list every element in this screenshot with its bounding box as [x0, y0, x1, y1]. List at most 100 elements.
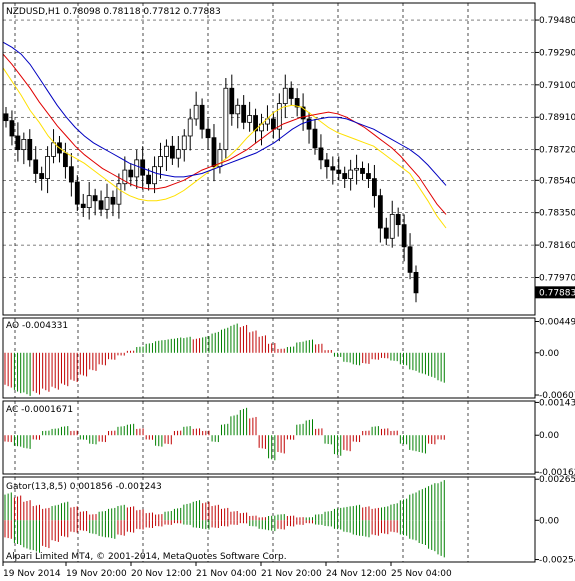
candle-body: [383, 227, 389, 239]
ac-pane[interactable]: [4, 407, 445, 461]
candle-body: [377, 195, 383, 229]
gator-tick-0: 0.002656: [539, 475, 575, 485]
candle-body: [45, 156, 50, 180]
candle-body: [193, 104, 199, 120]
candle-body: [175, 149, 181, 159]
candle-body: [27, 138, 33, 161]
gator-pane[interactable]: [4, 480, 445, 558]
candle-body: [318, 147, 324, 161]
symbol-header: NZDUSD,H1 0.78098 0.78118 0.77812 0.7788…: [6, 7, 221, 17]
candle-body: [116, 183, 122, 205]
candle-body: [80, 203, 86, 208]
candle-body: [336, 169, 342, 174]
ac-tick-0: 0.001438: [539, 398, 575, 408]
price-tick-6: 0.78350: [539, 209, 575, 219]
current-price-label: 0.77883: [539, 288, 575, 298]
candle-body: [282, 87, 288, 104]
candle-body: [146, 174, 152, 185]
price-tick-4: 0.78720: [539, 146, 575, 156]
price-tick-1: 0.79290: [539, 48, 575, 58]
price-tick-8: 0.77970: [539, 273, 575, 283]
candle-body: [68, 166, 74, 183]
candle-body: [306, 118, 312, 130]
candle-body: [330, 166, 336, 171]
gator-title: Gator(13,8,5) 0.001856 -0.001243: [6, 482, 162, 492]
candle-body: [152, 166, 157, 185]
price-tick-0: 0.79480: [539, 16, 575, 26]
candle-body: [21, 138, 27, 151]
candle-body: [372, 178, 377, 197]
ma-line-2: [2, 41, 447, 186]
candle-body: [3, 113, 9, 122]
candle-body: [366, 173, 371, 180]
candle-body: [247, 115, 253, 123]
gator-tick-1: 0.00: [539, 516, 559, 526]
candle-body: [181, 135, 187, 151]
candle-body: [395, 214, 401, 226]
time-tick-6: 25 Nov 04:00: [391, 569, 452, 579]
ao-frame: [2, 317, 536, 399]
time-tick-1: 19 Nov 20:00: [66, 569, 127, 579]
ac-frame: [2, 400, 536, 475]
candle-body: [169, 145, 175, 159]
ac-tick-1: 0.00: [539, 431, 559, 441]
candle-body: [288, 87, 294, 99]
ac-title: AC -0.0001671: [6, 405, 73, 415]
candle-body: [342, 173, 348, 180]
candle-body: [92, 195, 98, 202]
ma-line-0: [2, 67, 447, 229]
candle-body: [276, 103, 282, 130]
candle-body: [360, 167, 365, 174]
candle-body: [294, 98, 300, 108]
price-pane[interactable]: [2, 41, 447, 303]
ao-tick-1: 0.00: [539, 349, 559, 359]
candle-body: [63, 152, 68, 168]
price-tick-2: 0.79100: [539, 81, 575, 91]
candle-body: [74, 181, 80, 205]
ao-title: AO -0.004331: [6, 321, 68, 331]
candle-body: [158, 156, 163, 168]
candle-body: [324, 159, 330, 168]
time-tick-5: 24 Nov 12:00: [326, 569, 387, 579]
grid-lines: [3, 3, 535, 562]
candle-body: [270, 118, 276, 130]
candle-body: [51, 142, 56, 157]
candle-body: [241, 104, 247, 123]
candle-body: [300, 106, 306, 120]
candle-body: [134, 159, 140, 178]
candle-body: [164, 145, 169, 157]
candle-body: [223, 87, 229, 151]
price-tick-7: 0.78160: [539, 241, 575, 251]
time-tick-4: 21 Nov 20:00: [261, 569, 322, 579]
candle-body: [205, 128, 211, 139]
ao-pane[interactable]: [4, 323, 445, 396]
gator-frame: [2, 476, 536, 563]
price-tick-3: 0.78910: [539, 113, 575, 123]
candle-body: [128, 169, 134, 178]
candle-body: [229, 87, 235, 115]
price-tick-5: 0.78540: [539, 176, 575, 186]
ma-line-1: [2, 53, 447, 215]
candle-body: [407, 246, 413, 273]
candle-body: [199, 104, 205, 130]
time-tick-3: 21 Nov 04:00: [196, 569, 257, 579]
candle-body: [9, 120, 15, 137]
candle-body: [312, 128, 318, 149]
candle-body: [413, 271, 419, 294]
candle-body: [253, 115, 258, 132]
candle-body: [187, 118, 193, 137]
candle-body: [235, 104, 241, 115]
pane-frames: [2, 2, 536, 563]
candle-body: [389, 214, 395, 239]
candle-body: [348, 169, 354, 180]
candle-body: [33, 159, 39, 174]
candle-body: [15, 135, 21, 151]
candle-body: [104, 196, 110, 210]
copyright-text: Alpari Limited MT4, © 2001-2014, MetaQuo…: [6, 552, 287, 562]
candle-body: [110, 196, 116, 205]
candle-body: [211, 137, 217, 168]
main-frame: [2, 2, 536, 316]
time-tick-0: 19 Nov 2014: [3, 569, 61, 579]
